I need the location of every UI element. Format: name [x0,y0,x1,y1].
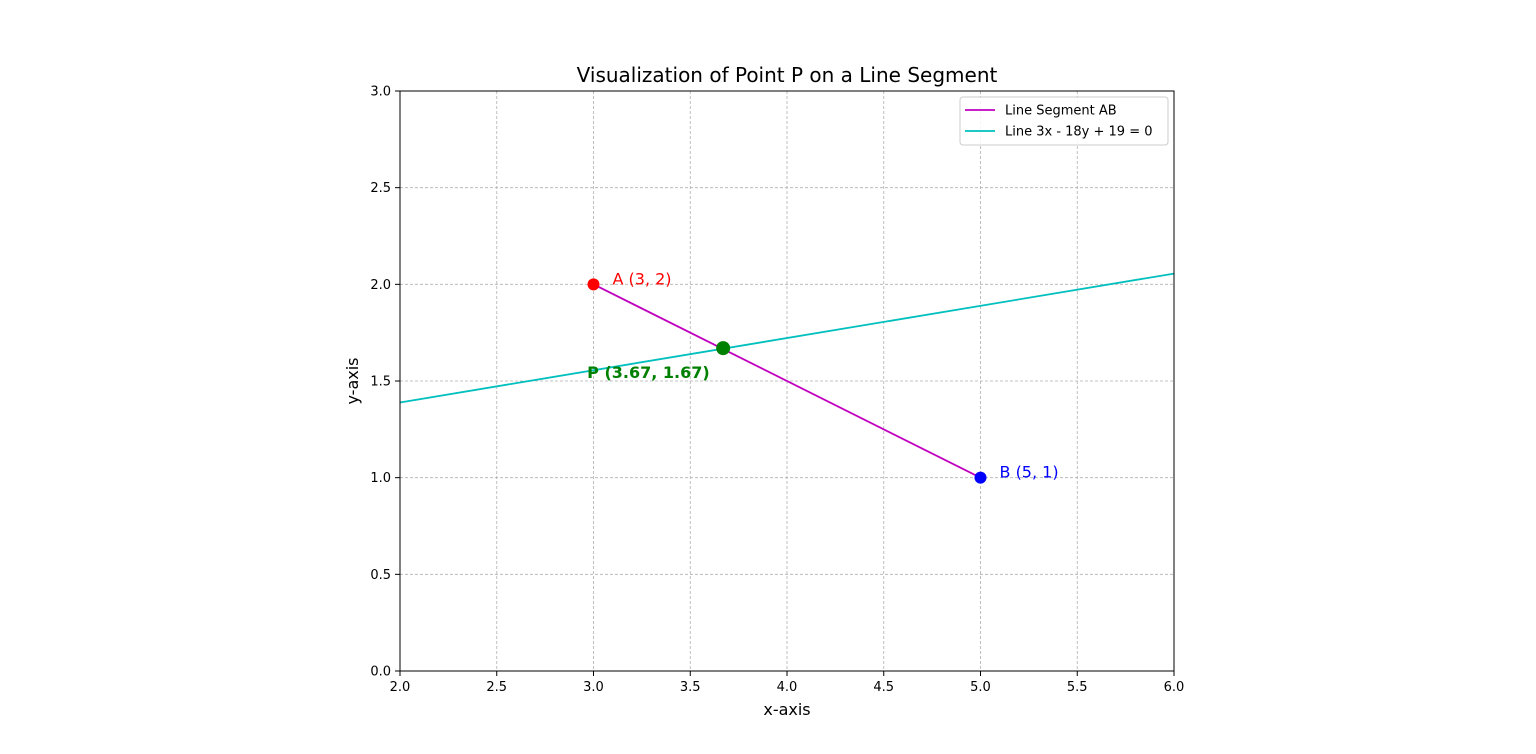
point-annotations: A (3, 2) B (5, 1) P (3.67, 1.67) [587,269,1058,481]
point-a-label: A (3, 2) [613,269,672,288]
x-tick-label-7: 5.5 [1067,680,1088,695]
legend-label-1: Line 3x - 18y + 19 = 0 [1005,125,1153,140]
legend-box [959,96,1169,146]
point-a-marker [587,278,600,291]
series-line-0 [593,283,981,479]
x-axis-ticks: 2.0 2.5 3.0 3.5 4.0 4.5 5.0 5.5 6.0 [390,671,1185,695]
y-tick-label-3: 1.5 [370,375,391,390]
x-axis-label: x-axis [763,700,810,719]
chart-title: Visualization of Point P on a Line Segme… [577,63,998,87]
legend: Line Segment AB Line 3x - 18y + 19 = 0 [959,96,1169,146]
x-tick-label-6: 5.0 [970,680,991,695]
x-tick-label-4: 4.0 [777,680,798,695]
y-axis-ticks: 0.0 0.5 1.0 1.5 2.0 2.5 3.0 [370,85,400,680]
series-line-1 [399,272,1175,404]
x-tick-label-1: 2.5 [486,680,507,695]
x-tick-label-8: 6.0 [1164,680,1185,695]
y-tick-label-4: 2.0 [370,278,391,293]
x-tick-label-2: 3.0 [583,680,604,695]
point-p-label: P (3.67, 1.67) [587,363,710,382]
point-markers [587,278,987,484]
series-lines [399,272,1175,479]
y-tick-label-6: 3.0 [370,85,391,100]
point-p-marker [716,341,731,356]
legend-label-0: Line Segment AB [1005,104,1117,119]
x-tick-label-3: 3.5 [680,680,701,695]
x-tick-label-5: 4.5 [873,680,894,695]
y-tick-label-0: 0.0 [370,665,391,680]
y-tick-label-2: 1.0 [370,471,391,486]
point-b-marker [974,471,987,484]
y-tick-label-5: 2.5 [370,181,391,196]
x-tick-label-0: 2.0 [390,680,411,695]
y-axis-label: y-axis [343,357,362,404]
point-b-label: B (5, 1) [1000,463,1059,482]
y-tick-label-1: 0.5 [370,568,391,583]
